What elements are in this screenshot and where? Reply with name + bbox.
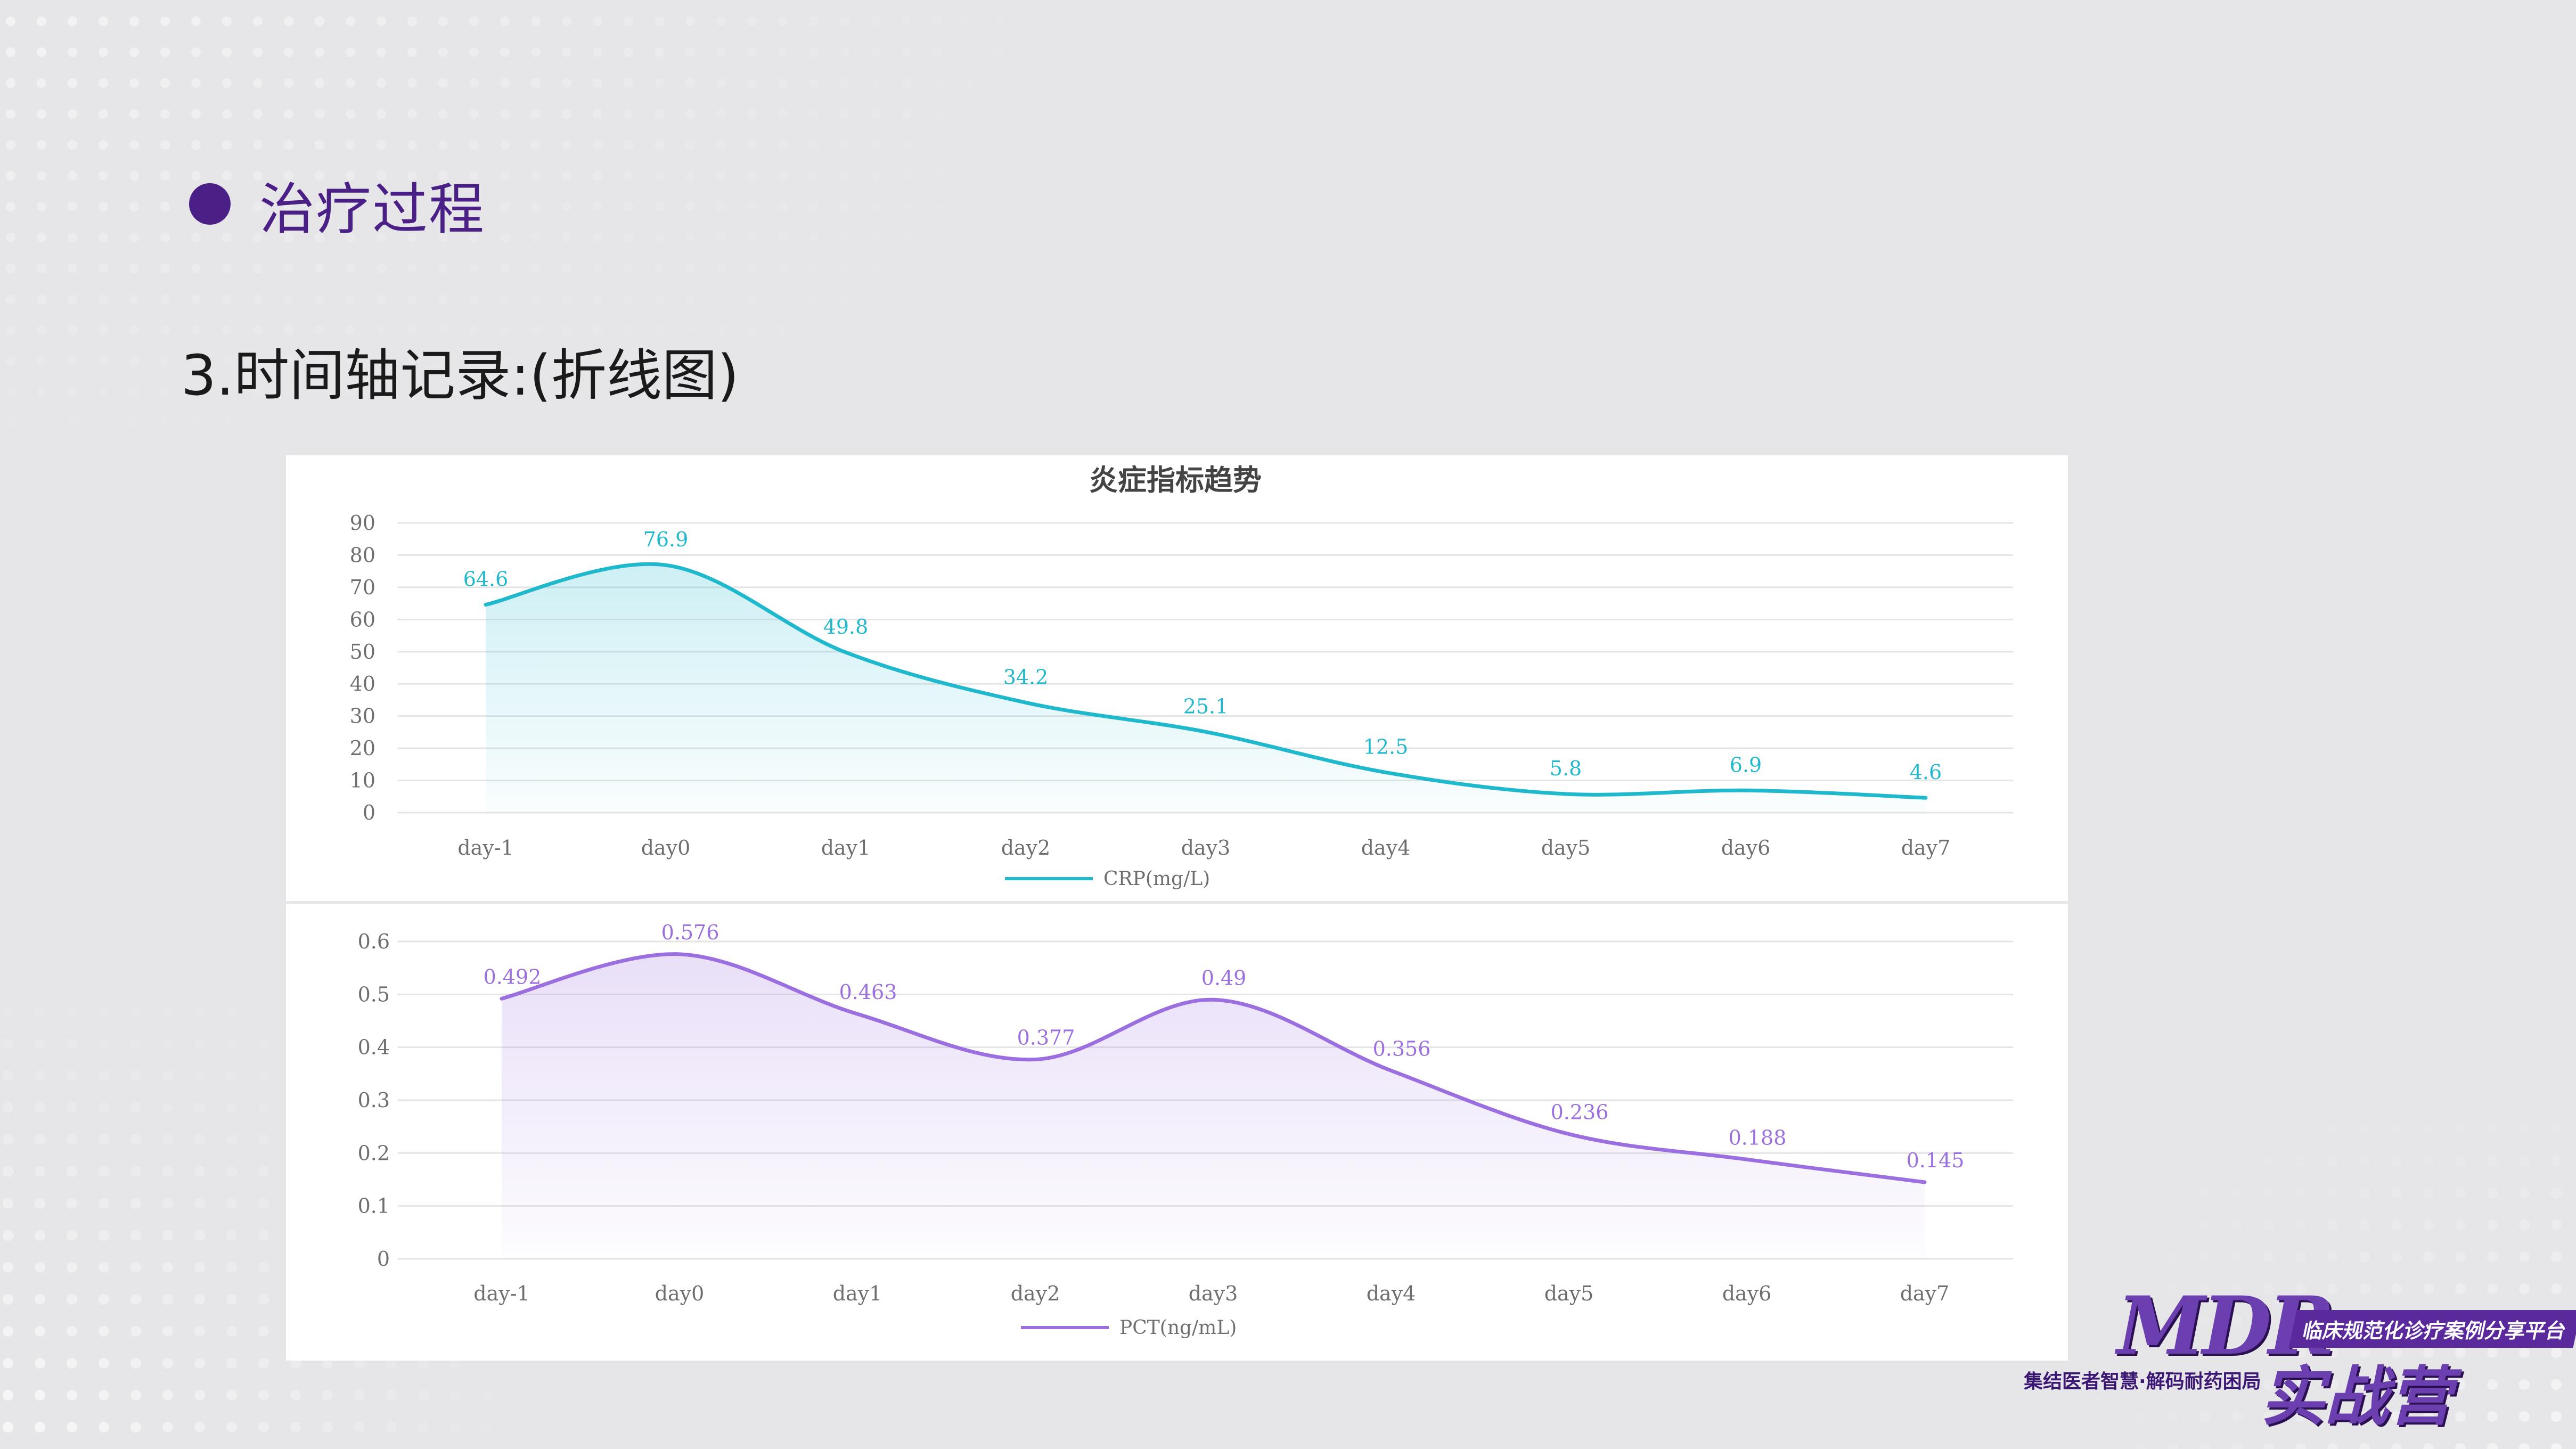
section-subtitle: 3.时间轴记录:(折线图) bbox=[181, 343, 739, 408]
crp-y-tick-label: 30 bbox=[350, 705, 375, 728]
pct-data-label: 0.463 bbox=[839, 980, 897, 1004]
pct-data-label: 0.377 bbox=[1017, 1026, 1075, 1050]
crp-x-tick-label: day2 bbox=[1001, 836, 1051, 859]
crp-x-tick-label: day7 bbox=[1901, 836, 1951, 859]
crp-y-tick-label: 60 bbox=[350, 608, 375, 631]
pct-y-tick-label: 0.1 bbox=[358, 1194, 390, 1218]
bullet-dot bbox=[189, 183, 231, 225]
crp-line-chart: 炎症指标趋势 0 10 20 30 40 50 60 70 80 90 day-1 day0 day1 da… bbox=[350, 463, 2013, 890]
pct-x-tick-label: day5 bbox=[1544, 1282, 1594, 1305]
pct-x-tick-label: day2 bbox=[1011, 1282, 1060, 1305]
pct-data-label: 0.356 bbox=[1373, 1037, 1431, 1060]
crp-y-tick-label: 20 bbox=[350, 736, 375, 760]
crp-legend-label: CRP(mg/L) bbox=[1103, 868, 1210, 890]
crp-y-tick-label: 0 bbox=[363, 801, 375, 824]
pct-data-label: 0.49 bbox=[1201, 966, 1247, 989]
pct-y-tick-label: 0.5 bbox=[358, 983, 390, 1006]
crp-area-fill bbox=[486, 564, 1926, 813]
pct-data-label: 0.236 bbox=[1551, 1101, 1609, 1124]
crp-series-line bbox=[484, 562, 1928, 800]
section-heading-text: 治疗过程 bbox=[259, 176, 486, 242]
pct-series-line bbox=[500, 952, 1927, 1184]
pct-x-tick-label: day0 bbox=[655, 1282, 705, 1305]
pct-legend-label: PCT(ng/mL) bbox=[1119, 1317, 1237, 1339]
pct-data-label: 0.492 bbox=[484, 965, 542, 988]
pct-data-label: 0.576 bbox=[661, 921, 719, 944]
pct-y-tick-label: 0 bbox=[377, 1247, 390, 1271]
pct-chart-panel: 0 0.1 0.2 0.3 0.4 0.5 0.6 day-1 day0 day1 day2 day3… bbox=[286, 904, 2068, 1361]
crp-data-label: 76.9 bbox=[643, 528, 689, 551]
crp-x-tick-label: day1 bbox=[821, 836, 871, 859]
crp-y-tick-label: 80 bbox=[350, 543, 375, 567]
crp-data-label: 6.9 bbox=[1730, 753, 1762, 776]
pct-x-tick-label: day4 bbox=[1367, 1282, 1416, 1305]
pct-y-tick-label: 0.4 bbox=[358, 1036, 390, 1059]
section-heading: 治疗过程 bbox=[189, 169, 485, 242]
crp-chart-title: 炎症指标趋势 bbox=[1089, 463, 1262, 497]
crp-y-tick-label: 40 bbox=[350, 672, 375, 695]
crp-x-tick-label: day-1 bbox=[457, 836, 513, 859]
crp-y-tick-label: 90 bbox=[350, 511, 375, 535]
crp-data-label: 4.6 bbox=[1910, 760, 1942, 784]
pct-x-tick-label: day-1 bbox=[473, 1282, 529, 1305]
pct-x-tick-label: day3 bbox=[1189, 1282, 1238, 1305]
crp-x-tick-label: day3 bbox=[1181, 836, 1231, 859]
crp-data-label: 49.8 bbox=[823, 615, 869, 638]
crp-chart-panel: 炎症指标趋势 0 10 20 30 40 50 60 70 80 90 day-1 day0 day1 da… bbox=[286, 455, 2068, 901]
logo-slogan: 集结医者智慧·解码耐药困局 bbox=[2024, 1371, 2261, 1393]
pct-y-tick-label: 0.2 bbox=[358, 1141, 390, 1165]
crp-data-label: 25.1 bbox=[1183, 694, 1229, 718]
pct-area-fill bbox=[502, 954, 1925, 1259]
crp-x-tick-label: day4 bbox=[1361, 836, 1411, 859]
pct-x-tick-label: day1 bbox=[833, 1282, 882, 1305]
pct-data-label: 0.188 bbox=[1729, 1126, 1787, 1149]
pct-x-tick-label: day6 bbox=[1722, 1282, 1772, 1305]
logo-tag: 临床规范化诊疗案例分享平台 bbox=[2288, 1310, 2576, 1348]
crp-y-tick-label: 10 bbox=[350, 769, 375, 792]
pct-y-tick-label: 0.3 bbox=[358, 1088, 390, 1112]
mdr-logo: MDR 临床规范化诊疗案例分享平台 集结医者智慧·解码耐药困局 实战营 bbox=[2024, 1278, 2576, 1434]
crp-data-label: 64.6 bbox=[463, 568, 509, 591]
pct-y-tick-label: 0.6 bbox=[358, 930, 390, 953]
crp-x-tick-label: day0 bbox=[641, 836, 691, 859]
crp-y-tick-label: 70 bbox=[350, 576, 375, 599]
logo-subtitle: 实战营 bbox=[2261, 1360, 2452, 1434]
pct-line-chart: 0 0.1 0.2 0.3 0.4 0.5 0.6 day-1 day0 day1 day2 day3… bbox=[358, 921, 2013, 1339]
crp-data-label: 5.8 bbox=[1550, 757, 1582, 780]
crp-x-tick-label: day6 bbox=[1721, 836, 1771, 859]
pct-data-label: 0.145 bbox=[1907, 1149, 1965, 1172]
pct-x-tick-label: day7 bbox=[1900, 1282, 1950, 1305]
crp-data-label: 34.2 bbox=[1003, 665, 1049, 689]
crp-x-tick-label: day5 bbox=[1541, 836, 1591, 859]
crp-y-tick-label: 50 bbox=[350, 640, 375, 664]
crp-data-label: 12.5 bbox=[1363, 735, 1409, 758]
